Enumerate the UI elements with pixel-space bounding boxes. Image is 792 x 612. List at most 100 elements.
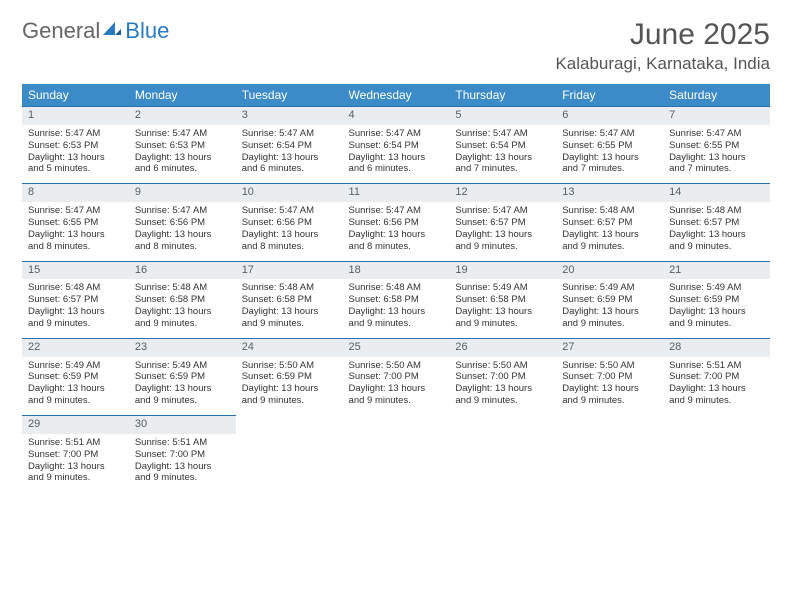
day-number: 14 (663, 183, 770, 202)
day-header: Wednesday (343, 84, 450, 106)
sunrise-line: Sunrise: 5:47 AM (349, 128, 444, 140)
daylight-line: Daylight: 13 hours and 9 minutes. (135, 383, 230, 407)
daylight-line: Daylight: 13 hours and 9 minutes. (562, 383, 657, 407)
sunrise-line: Sunrise: 5:47 AM (242, 128, 337, 140)
day-cell: 9Sunrise: 5:47 AMSunset: 6:56 PMDaylight… (129, 183, 236, 260)
daylight-line: Daylight: 13 hours and 6 minutes. (242, 152, 337, 176)
sunset-line: Sunset: 6:57 PM (669, 217, 764, 229)
day-body: Sunrise: 5:47 AMSunset: 6:54 PMDaylight:… (236, 125, 343, 184)
sunrise-line: Sunrise: 5:49 AM (135, 360, 230, 372)
day-body: Sunrise: 5:49 AMSunset: 6:59 PMDaylight:… (22, 357, 129, 416)
day-cell: 14Sunrise: 5:48 AMSunset: 6:57 PMDayligh… (663, 183, 770, 260)
day-body: Sunrise: 5:48 AMSunset: 6:57 PMDaylight:… (22, 279, 129, 338)
sunset-line: Sunset: 6:56 PM (242, 217, 337, 229)
sunset-line: Sunset: 6:59 PM (669, 294, 764, 306)
sunset-line: Sunset: 6:56 PM (349, 217, 444, 229)
title-block: June 2025 Kalaburagi, Karnataka, India (555, 18, 770, 74)
day-cell: 5Sunrise: 5:47 AMSunset: 6:54 PMDaylight… (449, 106, 556, 183)
day-number: 18 (343, 261, 450, 280)
day-cell: .. (343, 415, 450, 492)
day-body: Sunrise: 5:47 AMSunset: 6:53 PMDaylight:… (129, 125, 236, 184)
daylight-line: Daylight: 13 hours and 9 minutes. (349, 383, 444, 407)
day-body: Sunrise: 5:50 AMSunset: 6:59 PMDaylight:… (236, 357, 343, 416)
logo: General Blue (22, 18, 169, 44)
daylight-line: Daylight: 13 hours and 6 minutes. (349, 152, 444, 176)
day-body: Sunrise: 5:47 AMSunset: 6:56 PMDaylight:… (236, 202, 343, 261)
sunset-line: Sunset: 6:59 PM (28, 371, 123, 383)
location: Kalaburagi, Karnataka, India (555, 54, 770, 74)
sunrise-line: Sunrise: 5:47 AM (28, 205, 123, 217)
day-body: Sunrise: 5:47 AMSunset: 6:56 PMDaylight:… (129, 202, 236, 261)
daylight-line: Daylight: 13 hours and 7 minutes. (562, 152, 657, 176)
day-number: 20 (556, 261, 663, 280)
sunrise-line: Sunrise: 5:47 AM (562, 128, 657, 140)
day-body: Sunrise: 5:49 AMSunset: 6:59 PMDaylight:… (129, 357, 236, 416)
sunset-line: Sunset: 7:00 PM (669, 371, 764, 383)
daylight-line: Daylight: 13 hours and 9 minutes. (349, 306, 444, 330)
month-title: June 2025 (555, 18, 770, 52)
day-cell: 28Sunrise: 5:51 AMSunset: 7:00 PMDayligh… (663, 338, 770, 415)
daylight-line: Daylight: 13 hours and 5 minutes. (28, 152, 123, 176)
sunrise-line: Sunrise: 5:49 AM (562, 282, 657, 294)
sunrise-line: Sunrise: 5:47 AM (242, 205, 337, 217)
daylight-line: Daylight: 13 hours and 7 minutes. (455, 152, 550, 176)
sunset-line: Sunset: 6:55 PM (562, 140, 657, 152)
daylight-line: Daylight: 13 hours and 9 minutes. (135, 306, 230, 330)
day-body: Sunrise: 5:47 AMSunset: 6:54 PMDaylight:… (449, 125, 556, 184)
sunrise-line: Sunrise: 5:49 AM (669, 282, 764, 294)
day-number: 11 (343, 183, 450, 202)
day-number: 9 (129, 183, 236, 202)
daylight-line: Daylight: 13 hours and 8 minutes. (28, 229, 123, 253)
sunrise-line: Sunrise: 5:47 AM (455, 205, 550, 217)
day-number: 19 (449, 261, 556, 280)
day-cell: 17Sunrise: 5:48 AMSunset: 6:58 PMDayligh… (236, 261, 343, 338)
sunset-line: Sunset: 6:58 PM (455, 294, 550, 306)
sunrise-line: Sunrise: 5:50 AM (242, 360, 337, 372)
day-body: Sunrise: 5:48 AMSunset: 6:57 PMDaylight:… (663, 202, 770, 261)
week-row: 1Sunrise: 5:47 AMSunset: 6:53 PMDaylight… (22, 106, 770, 183)
daylight-line: Daylight: 13 hours and 8 minutes. (349, 229, 444, 253)
daylight-line: Daylight: 13 hours and 9 minutes. (135, 461, 230, 485)
day-body: Sunrise: 5:50 AMSunset: 7:00 PMDaylight:… (449, 357, 556, 416)
logo-text-general: General (22, 18, 100, 44)
day-number: 30 (129, 415, 236, 434)
calendar-table: Sunday Monday Tuesday Wednesday Thursday… (22, 84, 770, 492)
day-body: Sunrise: 5:49 AMSunset: 6:59 PMDaylight:… (663, 279, 770, 338)
sunrise-line: Sunrise: 5:47 AM (349, 205, 444, 217)
day-number: 6 (556, 106, 663, 125)
day-header: Thursday (449, 84, 556, 106)
sunrise-line: Sunrise: 5:47 AM (455, 128, 550, 140)
day-cell: 10Sunrise: 5:47 AMSunset: 6:56 PMDayligh… (236, 183, 343, 260)
sunset-line: Sunset: 6:58 PM (135, 294, 230, 306)
sail-icon (101, 18, 123, 44)
day-number: 17 (236, 261, 343, 280)
day-header: Saturday (663, 84, 770, 106)
day-cell: 6 Sunrise: 5:47 AMSunset: 6:55 PMDaylight… (556, 106, 663, 183)
day-body: Sunrise: 5:47 AMSunset: 6:55 PMDaylight:… (663, 125, 770, 184)
day-body: Sunrise: 5:51 AMSunset: 7:00 PMDaylight:… (129, 434, 236, 493)
sunrise-line: Sunrise: 5:48 AM (349, 282, 444, 294)
day-number: 8 (22, 183, 129, 202)
day-body: Sunrise: 5:48 AMSunset: 6:58 PMDaylight:… (343, 279, 450, 338)
sunset-line: Sunset: 6:57 PM (455, 217, 550, 229)
sunset-line: Sunset: 6:54 PM (455, 140, 550, 152)
day-body: Sunrise: 5:47 AMSunset: 6:55 PMDaylight:… (22, 202, 129, 261)
daylight-line: Daylight: 13 hours and 6 minutes. (135, 152, 230, 176)
week-row: 29Sunrise: 5:51 AMSunset: 7:00 PMDayligh… (22, 415, 770, 492)
day-cell: 26Sunrise: 5:50 AMSunset: 7:00 PMDayligh… (449, 338, 556, 415)
day-cell: 11 Sunrise: 5:47 AMSunset: 6:56 PMDayligh… (343, 183, 450, 260)
sunrise-line: Sunrise: 5:48 AM (28, 282, 123, 294)
sunrise-line: Sunrise: 5:47 AM (135, 128, 230, 140)
sunrise-line: Sunrise: 5:50 AM (455, 360, 550, 372)
day-body: Sunrise: 5:51 AMSunset: 7:00 PMDaylight:… (663, 357, 770, 416)
day-cell: 1Sunrise: 5:47 AMSunset: 6:53 PMDaylight… (22, 106, 129, 183)
day-number: 5 (449, 106, 556, 125)
sunset-line: Sunset: 6:55 PM (28, 217, 123, 229)
sunset-line: Sunset: 6:53 PM (135, 140, 230, 152)
daylight-line: Daylight: 13 hours and 9 minutes. (28, 383, 123, 407)
daylight-line: Daylight: 13 hours and 9 minutes. (455, 229, 550, 253)
sunrise-line: Sunrise: 5:48 AM (669, 205, 764, 217)
sunrise-line: Sunrise: 5:50 AM (349, 360, 444, 372)
day-body: Sunrise: 5:51 AMSunset: 7:00 PMDaylight:… (22, 434, 129, 493)
sunrise-line: Sunrise: 5:48 AM (562, 205, 657, 217)
